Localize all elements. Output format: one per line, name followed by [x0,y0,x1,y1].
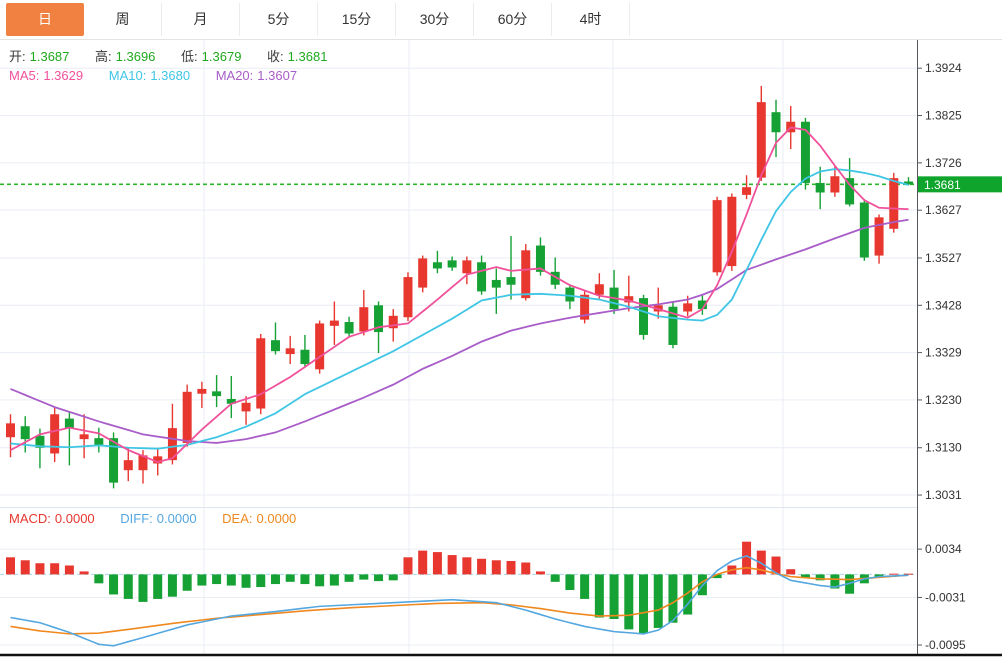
ohlc-legend: 开: 1.3687 高: 1.3696 低: 1.3679 收: 1.3681 [9,46,331,65]
tab-60min[interactable]: 60分 [474,3,552,36]
close-value: 1.3681 [287,49,328,64]
low-value: 1.3679 [201,49,242,64]
svg-text:1.3428: 1.3428 [925,298,962,312]
tab-day[interactable]: 日 [6,3,84,36]
open-value: 1.3687 [29,49,70,64]
svg-text:0.0034: 0.0034 [925,542,962,556]
svg-text:-0.0095: -0.0095 [925,638,966,652]
svg-text:1.3031: 1.3031 [925,488,962,502]
svg-text:1.3681: 1.3681 [924,178,961,192]
close-label: 收: [267,49,284,64]
dea-label: DEA: [222,511,253,526]
tab-4hour[interactable]: 4时 [552,3,630,36]
low-label: 低: [181,49,198,64]
ma20-label: MA20: [215,68,254,83]
period-tabbar: 日 周 月 5分 15分 30分 60分 4时 [0,0,1002,40]
tab-month[interactable]: 月 [162,3,240,36]
ma10-value: 1.3680 [150,68,191,83]
diff-value: 0.0000 [156,511,197,526]
tab-week[interactable]: 周 [84,3,162,36]
svg-text:1.3130: 1.3130 [925,441,962,455]
open-label: 开: [9,49,26,64]
svg-text:1.3825: 1.3825 [925,109,962,123]
svg-text:1.3230: 1.3230 [925,393,962,407]
macd-label: MACD: [9,511,51,526]
ma5-value: 1.3629 [43,68,84,83]
high-label: 高: [95,49,112,64]
svg-text:1.3627: 1.3627 [925,203,962,217]
ma5-label: MA5: [9,68,40,83]
ma-legend: MA5: 1.3629 MA10: 1.3680 MA20: 1.3607 [9,68,301,83]
svg-text:1.3726: 1.3726 [925,156,962,170]
svg-text:1.3924: 1.3924 [925,61,962,75]
diff-label: DIFF: [120,511,153,526]
dea-value: 0.0000 [256,511,297,526]
svg-text:1.3329: 1.3329 [925,346,962,360]
ma20-value: 1.3607 [257,68,298,83]
svg-text:-0.0031: -0.0031 [925,590,966,604]
tab-15min[interactable]: 15分 [318,3,396,36]
tab-30min[interactable]: 30分 [396,3,474,36]
ma10-label: MA10: [108,68,147,83]
svg-text:1.3527: 1.3527 [925,251,962,265]
macd-legend: MACD: 0.0000 DIFF: 0.0000 DEA: 0.0000 [9,511,300,526]
macd-value: 0.0000 [54,511,95,526]
tab-5min[interactable]: 5分 [240,3,318,36]
high-value: 1.3696 [115,49,156,64]
candlestick-chart-canvas[interactable]: 1.3924 1.3825 1.3726 1.3627 1.3527 1.3428 1.33… [0,40,1002,661]
